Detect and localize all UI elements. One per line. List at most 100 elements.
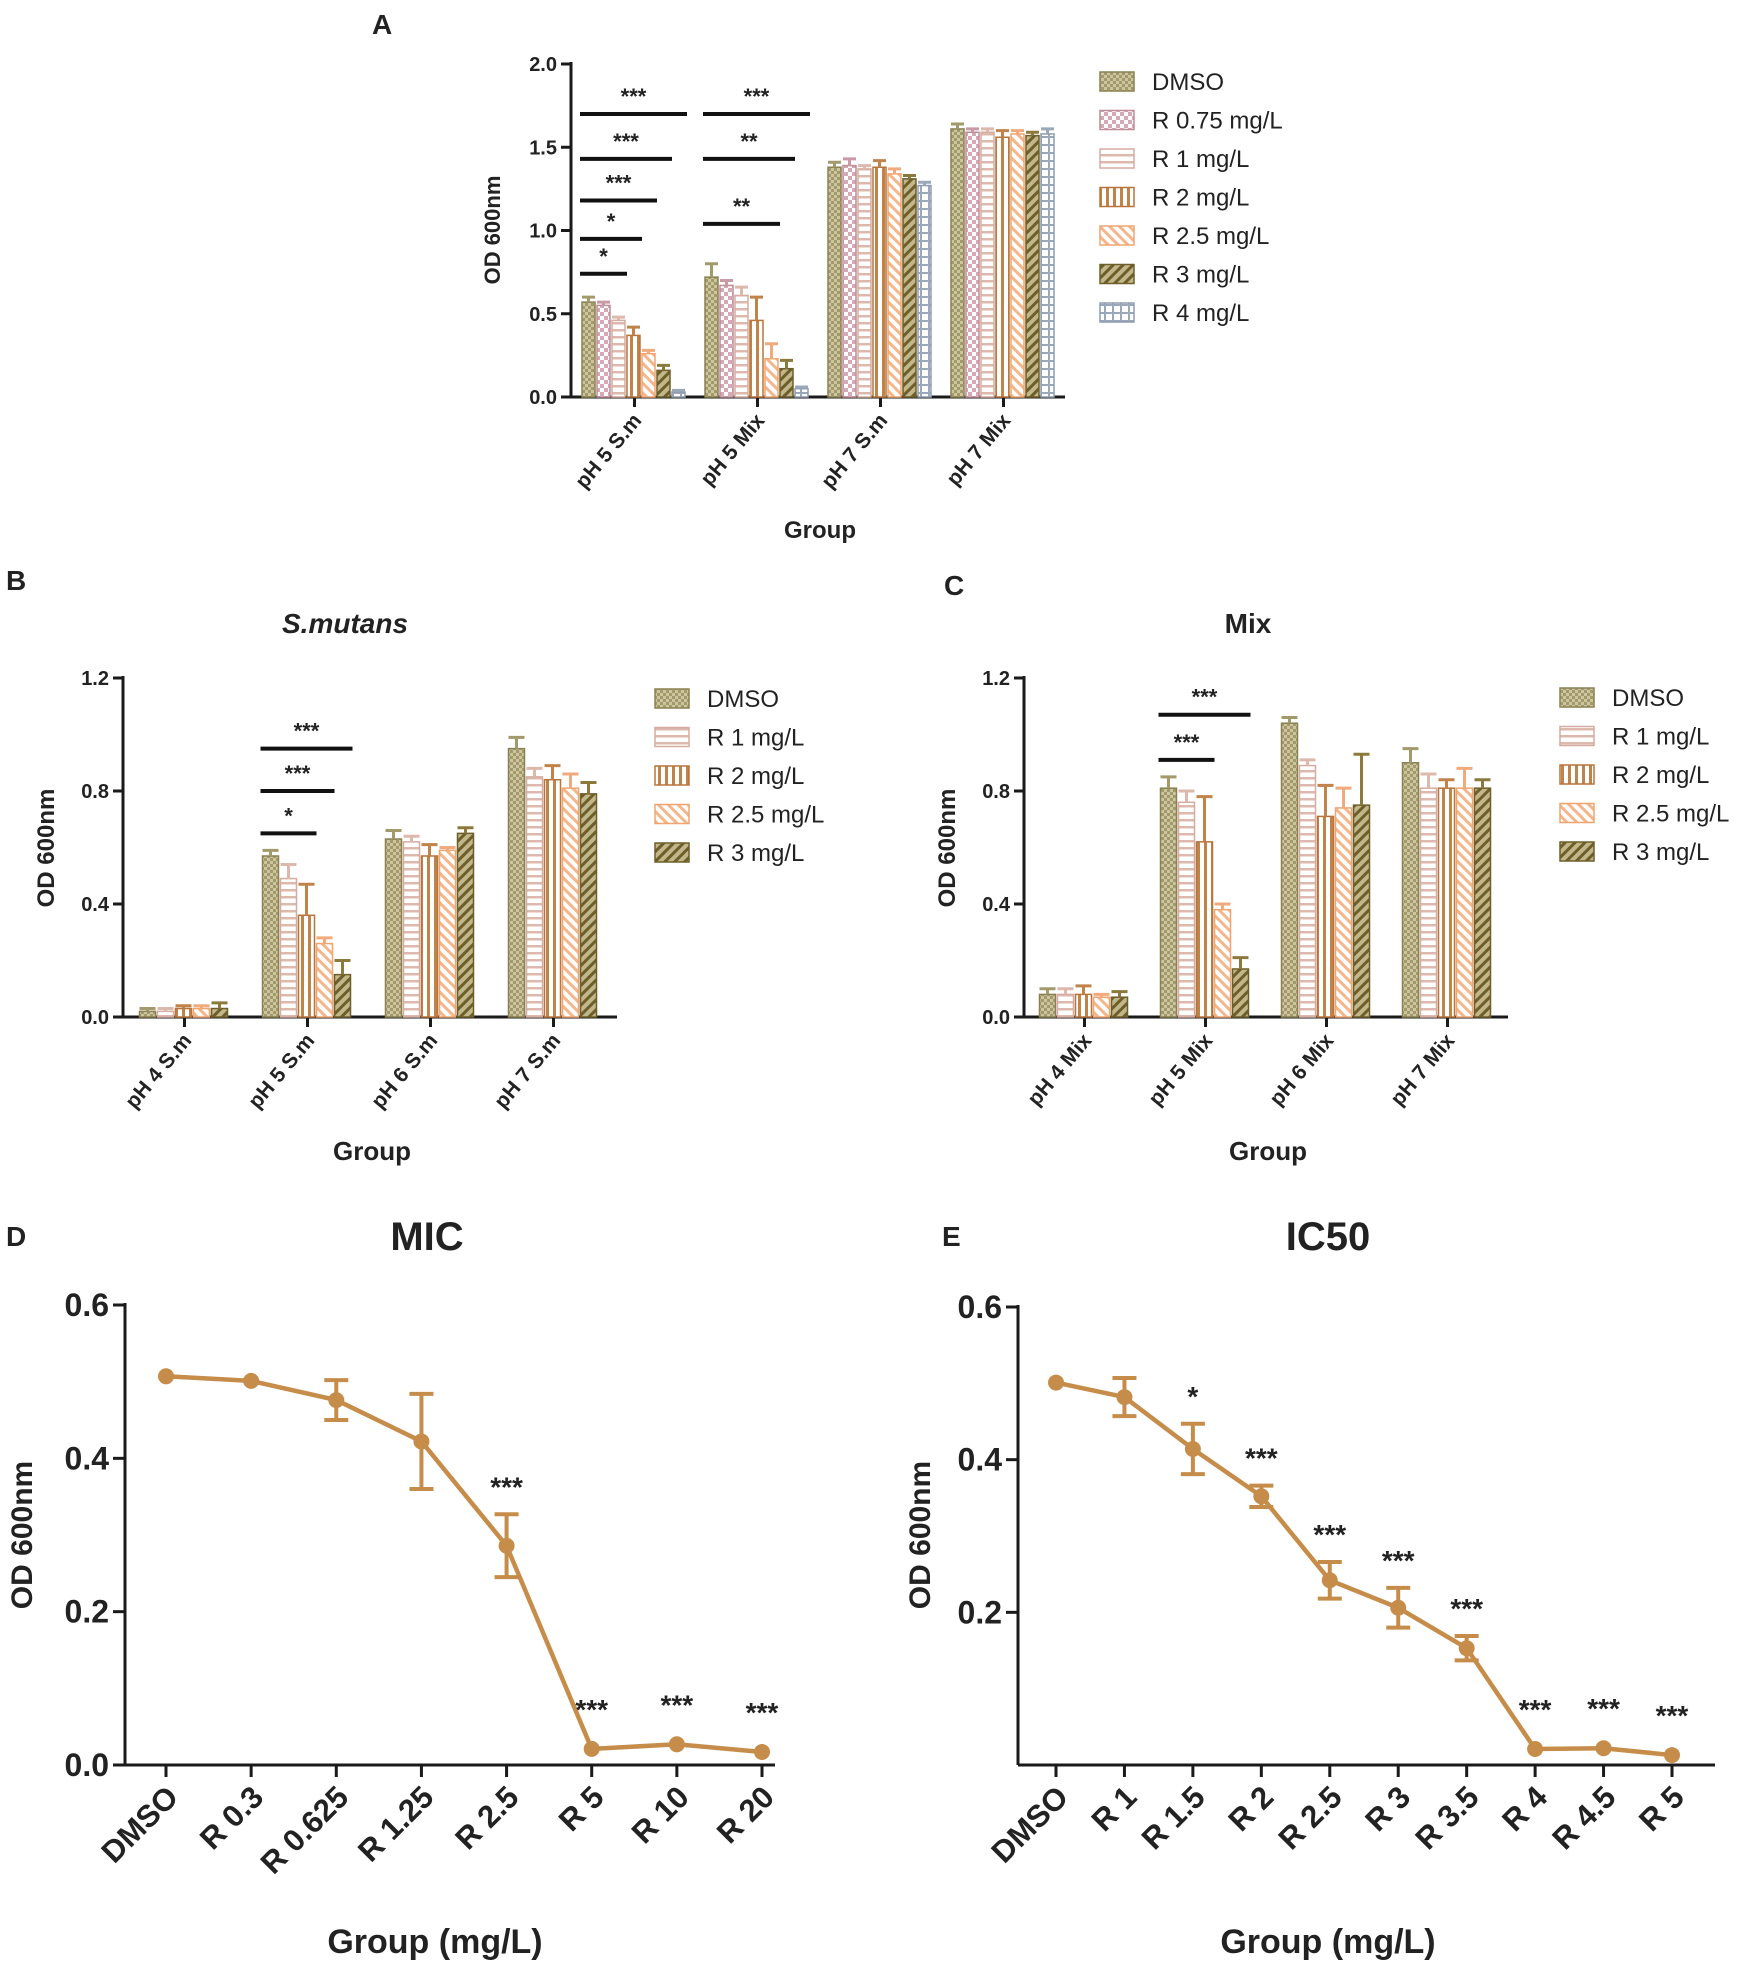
- significance-label: ***: [1192, 685, 1218, 710]
- x-tick-label: pH 6 S.m: [367, 1029, 442, 1113]
- error-bar-dmso: [1160, 775, 1177, 789]
- x-tick-label: R 3.5: [1408, 1779, 1485, 1856]
- significance-label: ***: [746, 1697, 779, 1728]
- error-bar-r-2-mg-l: [298, 882, 315, 916]
- legend-swatch-r-0-75-mg-l: [1099, 109, 1135, 131]
- x-axis-label: Group: [1229, 1136, 1307, 1166]
- bar-r-3-mg-l-ph-5-mix: [1231, 968, 1250, 1018]
- error-bar-r-2-5-mg-l: [316, 936, 333, 944]
- legend-label-dmso: DMSO: [707, 686, 779, 713]
- x-tick-label: pH 4 Mix: [1023, 1029, 1096, 1110]
- bar-r-2-5-mg-l-ph-7-mix: [1010, 133, 1025, 398]
- significance-label: *: [607, 209, 616, 234]
- legend-label-r-3-mg-l: R 3 mg/L: [1612, 839, 1709, 866]
- error-bar-r-4-mg-l: [795, 385, 808, 389]
- data-point-r-10: [668, 1736, 685, 1753]
- error-bar-r-2-mg-l: [421, 843, 438, 856]
- x-tick-label: pH 5 S.m: [244, 1029, 319, 1113]
- y-tick-label: 1.2: [81, 668, 109, 690]
- x-tick-label: pH 5 S.m: [571, 409, 646, 493]
- error-bar-dmso: [1402, 747, 1419, 763]
- panel-letter-a: A: [372, 9, 392, 40]
- legend-label-r-2-mg-l: R 2 mg/L: [707, 763, 804, 790]
- data-point-dmso: [158, 1368, 174, 1385]
- bar-r-2-mg-l-ph-6-mix: [1316, 815, 1335, 1018]
- error-bar-r-2-5-mg-l: [1456, 766, 1473, 789]
- bar-r-1-mg-l-ph-7-mix: [1419, 787, 1438, 1018]
- error-bar-dmso: [385, 829, 402, 840]
- bar-dmso-ph-5-mix: [704, 276, 719, 398]
- bar-r-3-mg-l-ph-6-s-m: [456, 832, 475, 1018]
- error-bar-r-3-mg-l: [457, 826, 474, 834]
- legend-label-dmso: DMSO: [1152, 69, 1224, 96]
- data-point-r-1-25: [413, 1433, 430, 1450]
- data-point-r-1-5: [1184, 1440, 1201, 1457]
- bar-r-2-mg-l-ph-5-s-m: [626, 334, 641, 398]
- y-axis-label: OD 600nm: [904, 1461, 937, 1609]
- y-tick-label: 0.4: [958, 1442, 1003, 1478]
- legend-swatch-r-3-mg-l: [1559, 841, 1595, 862]
- bar-r-1-mg-l-ph-5-mix: [734, 294, 749, 398]
- error-bar-r-2-mg-l: [1196, 795, 1213, 842]
- error-bar-r-1-mg-l: [403, 834, 420, 842]
- bar-r-3-mg-l-ph-6-mix: [1352, 804, 1371, 1018]
- error-bar-r-1-mg-l: [157, 1007, 174, 1012]
- error-bar-r-3-mg-l: [334, 959, 351, 975]
- significance-label: ***: [490, 1471, 523, 1502]
- error-bar-dmso: [508, 735, 525, 749]
- y-tick-label: 0.2: [958, 1594, 1002, 1630]
- significance-label: ***: [661, 1689, 694, 1720]
- legend-swatch-r-2-mg-l: [654, 765, 690, 786]
- legend-swatch-r-1-mg-l: [654, 726, 690, 748]
- error-bar-dmso: [951, 122, 964, 129]
- legend-swatch-r-2-5-mg-l: [1559, 802, 1595, 824]
- significance-label: ***: [1382, 1545, 1415, 1576]
- error-bar-r-3-mg-l: [1232, 956, 1249, 969]
- error-bar-r-4-mg-l: [1041, 127, 1054, 134]
- y-tick-label: 0.0: [982, 1007, 1010, 1029]
- bar-dmso-ph-4-s-m: [138, 1010, 157, 1018]
- error-bar-dmso: [1281, 716, 1298, 724]
- significance-label: ***: [1450, 1593, 1483, 1624]
- legend-label-r-2-mg-l: R 2 mg/L: [1612, 762, 1709, 789]
- bar-r-0-75-mg-l-ph-5-mix: [719, 284, 734, 398]
- bar-r-0-75-mg-l-ph-7-s-m: [842, 164, 857, 398]
- bar-r-2-5-mg-l-ph-5-s-m: [641, 352, 656, 398]
- error-bar-r-2-5-mg-l: [888, 167, 901, 174]
- error-bar-r-3-mg-l: [1353, 752, 1370, 806]
- x-tick-label: R 1.25: [351, 1779, 440, 1868]
- significance-label: *: [284, 803, 293, 828]
- bar-r-3-mg-l-ph-5-mix: [779, 367, 794, 398]
- x-tick-label: DMSO: [94, 1779, 185, 1870]
- error-bar-r-1-mg-l: [981, 127, 994, 133]
- data-point-r-4: [1527, 1740, 1544, 1757]
- data-point-r-4-5: [1595, 1740, 1612, 1757]
- panel-b-chart: S.mutans 0.0 0.4 0.8 1.2 OD 600nm pH 4 S.m pH 5…: [33, 608, 824, 1166]
- error-bar-r-2-5-mg-l: [642, 348, 655, 354]
- x-tick-label: R 3: [1358, 1779, 1417, 1838]
- y-axis-label: OD 600nm: [480, 176, 505, 285]
- bar-r-1-mg-l-ph-7-mix: [980, 131, 995, 398]
- x-tick-label: pH 7 S.m: [817, 409, 892, 493]
- bar-r-4-mg-l-ph-7-s-m: [917, 184, 932, 398]
- error-bar-r-2-5-mg-l: [1093, 992, 1110, 998]
- error-bar-dmso: [828, 160, 841, 168]
- legend-label-r-3-mg-l: R 3 mg/L: [707, 840, 804, 867]
- error-bar-r-3-mg-l: [903, 174, 916, 179]
- data-point-r-5: [583, 1740, 600, 1757]
- legend-swatch-r-2-5-mg-l: [654, 803, 690, 825]
- data-point-r-3-5: [1458, 1640, 1475, 1657]
- significance-label: *: [599, 244, 608, 269]
- bar-r-1-mg-l-ph-7-s-m: [857, 168, 872, 398]
- bar-r-4-mg-l-ph-5-mix: [794, 387, 809, 398]
- bar-r-3-mg-l-ph-7-mix: [1025, 134, 1040, 398]
- series-line: [165, 1374, 763, 1755]
- bar-r-2-mg-l-ph-7-s-m: [872, 166, 887, 398]
- bar-r-1-mg-l-ph-5-s-m: [611, 319, 626, 398]
- bar-r-3-mg-l-ph-5-s-m: [656, 369, 671, 398]
- significance-label: ***: [285, 761, 311, 786]
- bar-r-4-mg-l-ph-5-s-m: [671, 391, 686, 398]
- bar-r-0-75-mg-l-ph-7-mix: [965, 131, 980, 398]
- legend-swatch-dmso: [1559, 687, 1595, 708]
